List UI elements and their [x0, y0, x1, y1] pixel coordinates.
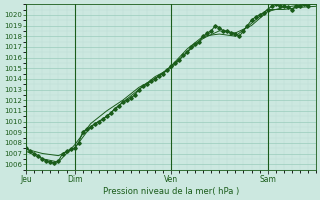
X-axis label: Pression niveau de la mer( hPa ): Pression niveau de la mer( hPa )	[103, 187, 239, 196]
